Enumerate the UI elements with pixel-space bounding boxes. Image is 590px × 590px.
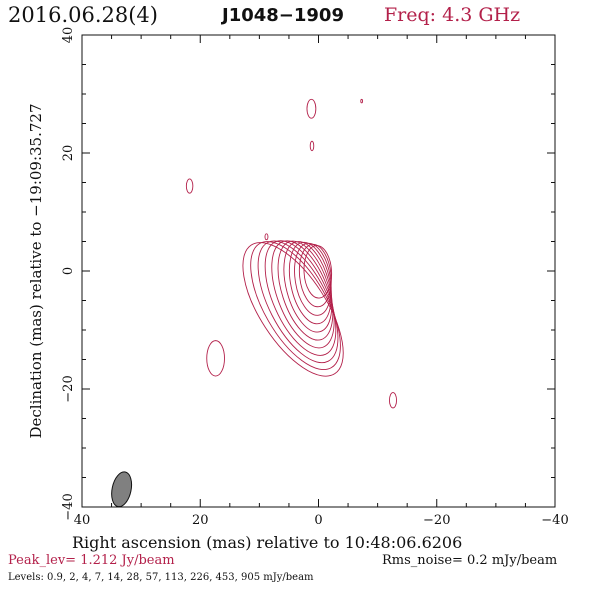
x-axis-label: Right ascension (mas) relative to 10:48:… (72, 533, 463, 552)
beam-ellipse (111, 471, 133, 508)
isolated-features (185, 98, 397, 409)
y-axis-label: Declination (mas) relative to −19:09:35.… (27, 103, 45, 438)
x-tick-label: −40 (541, 513, 568, 528)
isolated-contour (309, 140, 315, 152)
y-tick-label: 40 (61, 27, 76, 44)
observation-date: 2016.06.28(4) (8, 3, 158, 27)
contour-level-4 (264, 240, 337, 356)
contour-level-7 (283, 241, 333, 333)
y-tick-label: −40 (61, 493, 76, 520)
x-tick-label: 0 (314, 513, 322, 528)
contour-level-1 (242, 242, 344, 377)
contour-level-10 (298, 243, 332, 308)
contour-level-9 (294, 242, 332, 316)
plot-frame (81, 34, 556, 508)
x-tick-label: −20 (423, 513, 450, 528)
contour-level-2 (250, 241, 341, 371)
contour-level-11 (303, 245, 333, 299)
isolated-contour (360, 98, 363, 104)
contour-level-8 (288, 241, 332, 325)
frequency-label: Freq: 4.3 GHz (384, 4, 521, 26)
source-name: J1048−1909 (222, 5, 344, 26)
y-tick-label: 0 (61, 267, 76, 275)
rms-noise: Rms_noise= 0.2 mJy/beam (382, 553, 558, 568)
isolated-contour (185, 178, 194, 194)
contour-level-5 (271, 240, 335, 349)
x-tick-label: 20 (192, 513, 209, 528)
y-tick-label: −20 (61, 375, 76, 402)
contour-level-3 (257, 240, 339, 364)
isolated-contour (306, 98, 317, 119)
contour-levels: Levels: 0.9, 2, 4, 7, 14, 28, 57, 113, 2… (8, 572, 314, 583)
isolated-contour (264, 233, 269, 241)
x-tick-label: 40 (74, 513, 91, 528)
y-tick-label: 20 (61, 145, 76, 162)
axis-ticks: 40 20 0 −20 −40 −40 −20 0 20 40 (61, 27, 569, 528)
peak-level: Peak_lev= 1.212 Jy/beam (8, 553, 175, 568)
isolated-contour (389, 392, 397, 409)
contour-lines (242, 240, 344, 377)
isolated-contour (206, 340, 225, 377)
contour-level-6 (277, 240, 334, 341)
